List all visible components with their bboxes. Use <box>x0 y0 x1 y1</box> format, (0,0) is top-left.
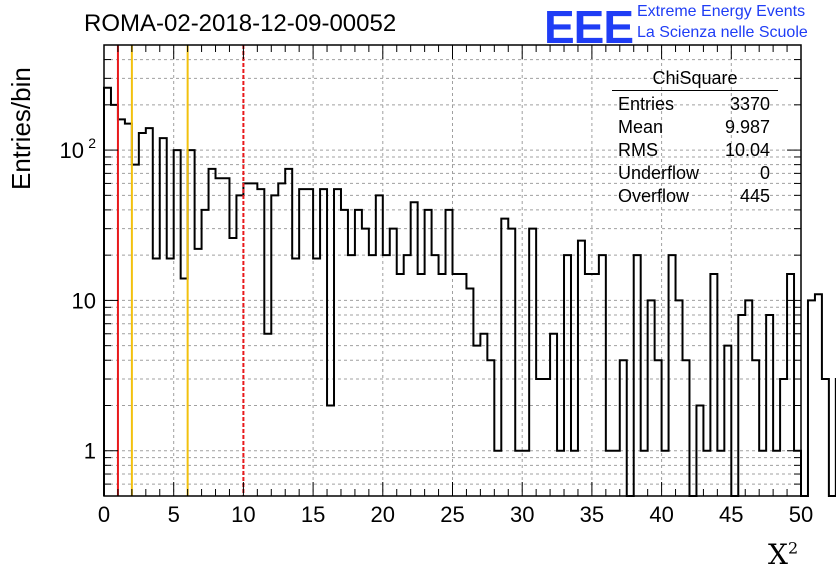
stats-row-value: 10.04 <box>724 140 770 160</box>
x-tick-label: 50 <box>789 502 813 527</box>
x-tick-label: 25 <box>440 502 464 527</box>
x-tick-label: 20 <box>371 502 395 527</box>
y-tick-label: 1 <box>84 439 96 464</box>
stats-row-value: 9.987 <box>724 117 770 137</box>
stats-row: Underflow 0 <box>612 162 778 185</box>
eee-logo-mark: EEE <box>544 1 634 53</box>
stats-row-value: 445 <box>739 186 770 206</box>
x-axis-label: X2 <box>768 538 798 571</box>
y-tick-label: 10 <box>72 288 96 313</box>
stats-row-value: 3370 <box>729 94 770 114</box>
stats-row: Overflow 445 <box>612 185 778 208</box>
x-tick-label: 45 <box>719 502 743 527</box>
x-tick-label: 0 <box>98 502 110 527</box>
stats-row-label: RMS <box>618 140 658 160</box>
stats-box-title: ChiSquare <box>612 68 778 91</box>
x-tick-label: 15 <box>301 502 325 527</box>
stats-box: ChiSquare Entries 3370 Mean 9.987 RMS 10.04 Un… <box>612 68 778 208</box>
x-tick-label: 10 <box>231 502 255 527</box>
chart-title: ROMA-02-2018-12-09-00052 <box>84 10 397 37</box>
eee-logo-line1: Extreme Energy Events <box>637 3 806 20</box>
stats-row-label: Mean <box>618 117 664 137</box>
x-tick-label: 5 <box>168 502 180 527</box>
stats-row: Entries 3370 <box>612 93 778 116</box>
x-tick-label: 40 <box>649 502 673 527</box>
y-axis-label: Entries/bin <box>6 67 36 190</box>
stats-row: RMS 10.04 <box>612 139 778 162</box>
y-axis-label-box: Entries/bin <box>6 40 38 190</box>
x-axis-label-text: X <box>768 538 788 571</box>
eee-logo-line2: La Scienza nelle Scuole <box>637 24 808 41</box>
y-tick-label: 10 <box>60 138 84 163</box>
stats-row-value: 0 <box>759 163 770 183</box>
stats-row-label: Overflow <box>618 186 690 206</box>
x-tick-label: 30 <box>510 502 534 527</box>
stats-row: Mean 9.987 <box>612 116 778 139</box>
histogram-steps <box>103 86 836 497</box>
stats-row-label: Underflow <box>618 163 700 183</box>
x-tick-label: 35 <box>580 502 604 527</box>
y-tick-label-sup: 2 <box>88 135 96 151</box>
x-axis-label-sup: 2 <box>787 538 799 558</box>
stats-row-label: Entries <box>618 94 675 114</box>
histogram-series <box>103 86 836 497</box>
reference-lines <box>116 45 245 496</box>
